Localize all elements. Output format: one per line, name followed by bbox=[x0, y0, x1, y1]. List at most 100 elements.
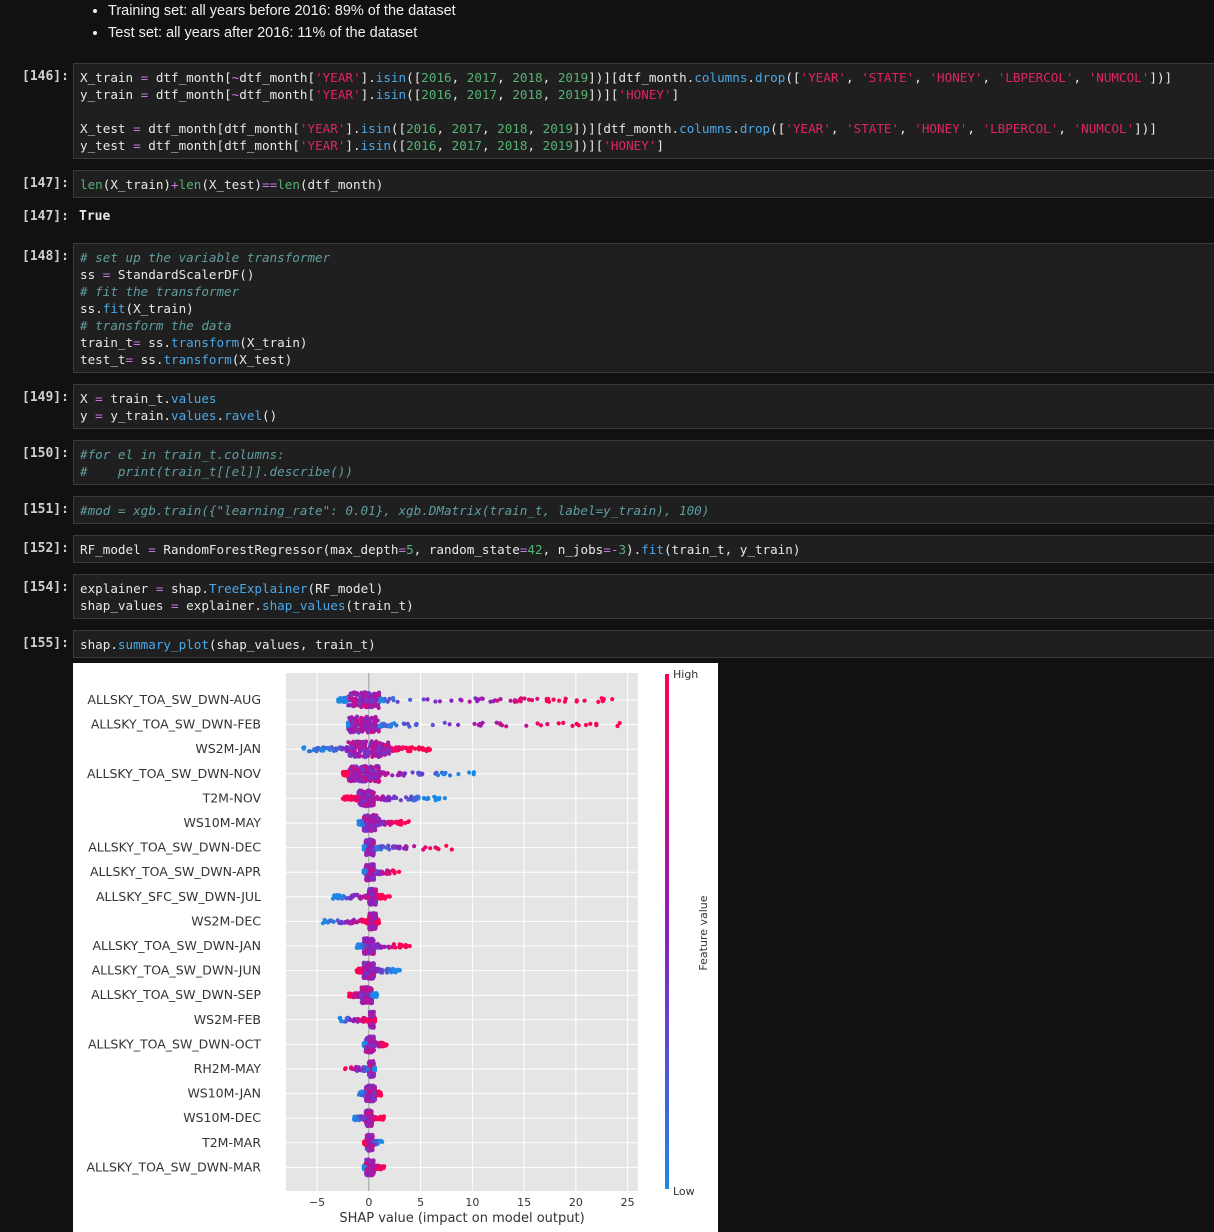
shap-point bbox=[373, 744, 378, 749]
shap-point bbox=[393, 970, 398, 975]
code-token: values bbox=[171, 391, 217, 406]
shap-point bbox=[370, 699, 375, 704]
cell-prompt: [149]: bbox=[22, 390, 69, 405]
shap-point bbox=[421, 796, 426, 801]
code-token: 2018 bbox=[512, 70, 543, 85]
shap-point bbox=[426, 746, 431, 751]
shap-point bbox=[384, 845, 389, 850]
shap-point bbox=[357, 770, 362, 775]
code-token: ]. bbox=[345, 138, 361, 153]
shap-point bbox=[365, 749, 370, 754]
feature-label: WS10M-JAN bbox=[187, 1086, 261, 1101]
code-text[interactable]: X_train = dtf_month[~dtf_month['YEAR'].i… bbox=[74, 64, 1214, 154]
output-prompt: [147]: bbox=[22, 209, 69, 224]
code-text[interactable]: len(X_train)+len(X_test)==len(dtf_month) bbox=[74, 171, 1214, 193]
feature-label: ALLSKY_TOA_SW_DWN-NOV bbox=[87, 766, 261, 781]
shap-point bbox=[416, 745, 422, 750]
code-input[interactable]: RF_model = RandomForestRegressor(max_dep… bbox=[73, 535, 1214, 563]
shap-point bbox=[373, 944, 378, 949]
shap-point bbox=[364, 1096, 369, 1101]
code-input[interactable]: #for el in train_t.columns: # print(trai… bbox=[73, 440, 1214, 485]
shap-point bbox=[376, 747, 381, 753]
shap-point bbox=[350, 893, 356, 898]
shap-point bbox=[395, 844, 401, 850]
shap-point bbox=[344, 745, 349, 750]
shap-point bbox=[362, 743, 367, 748]
feature-label: WS2M-JAN bbox=[195, 741, 261, 756]
code-token: 2018 bbox=[512, 87, 543, 102]
cell-prompt: [151]: bbox=[22, 502, 69, 517]
code-token: shap_values bbox=[80, 598, 171, 613]
code-token: = bbox=[148, 542, 156, 557]
code-text[interactable]: X = train_t.values y = y_train.values.ra… bbox=[74, 385, 1214, 424]
shap-point bbox=[308, 749, 313, 754]
shap-point bbox=[367, 987, 372, 992]
code-text[interactable]: RF_model = RandomForestRegressor(max_dep… bbox=[74, 536, 1214, 558]
shap-point bbox=[372, 1067, 377, 1073]
shap-point bbox=[610, 697, 615, 702]
shap-point bbox=[397, 967, 402, 973]
shap-point bbox=[363, 1041, 368, 1046]
code-text[interactable]: shap.summary_plot(shap_values, train_t) bbox=[74, 631, 1214, 653]
shap-point bbox=[467, 770, 472, 775]
code-token: 'STATE' bbox=[861, 70, 915, 85]
shap-point bbox=[353, 703, 358, 708]
shap-point bbox=[361, 985, 366, 990]
shap-point bbox=[370, 976, 375, 981]
shap-point bbox=[364, 943, 369, 948]
code-token: drop bbox=[755, 70, 786, 85]
shap-point bbox=[379, 969, 384, 974]
code-token: (X_test) bbox=[231, 352, 293, 367]
code-token: ss bbox=[80, 267, 103, 282]
shap-point bbox=[538, 723, 544, 728]
shap-point bbox=[381, 944, 386, 949]
code-input[interactable]: X = train_t.values y = y_train.values.ra… bbox=[73, 384, 1214, 429]
code-text[interactable]: #for el in train_t.columns: # print(trai… bbox=[74, 441, 1214, 480]
shap-point bbox=[371, 915, 376, 920]
code-input[interactable]: #mod = xgb.train({"learning_rate": 0.01}… bbox=[73, 496, 1214, 524]
shap-point bbox=[353, 797, 358, 802]
shap-point bbox=[390, 945, 395, 950]
shap-point bbox=[551, 697, 556, 702]
code-token: , bbox=[967, 121, 983, 136]
code-input[interactable]: explainer = shap.TreeExplainer(RF_model)… bbox=[73, 574, 1214, 619]
shap-point bbox=[467, 699, 472, 704]
code-token: 2019 bbox=[557, 70, 589, 85]
shap-point bbox=[377, 894, 383, 899]
shap-point bbox=[556, 721, 561, 726]
code-input[interactable]: # set up the variable transformer ss = S… bbox=[73, 243, 1214, 373]
code-token: shap. bbox=[80, 637, 118, 652]
shap-point bbox=[364, 948, 369, 953]
code-input[interactable]: len(X_train)+len(X_test)==len(dtf_month) bbox=[73, 170, 1214, 198]
code-token: ([ bbox=[390, 138, 407, 153]
shap-point bbox=[369, 1089, 374, 1094]
code-token: dtf_month[ bbox=[239, 87, 316, 102]
shap-point bbox=[375, 846, 380, 851]
code-token: , bbox=[1073, 70, 1089, 85]
code-text[interactable]: # set up the variable transformer ss = S… bbox=[74, 244, 1214, 368]
shap-point bbox=[370, 862, 375, 867]
code-input[interactable]: shap.summary_plot(shap_values, train_t) bbox=[73, 630, 1214, 658]
shap-point bbox=[378, 844, 383, 849]
shap-point bbox=[360, 822, 365, 827]
bullet-test-set: Test set: all years after 2016: 11% of t… bbox=[108, 22, 456, 44]
code-token: ])][ bbox=[572, 138, 604, 153]
shap-point bbox=[373, 753, 378, 758]
shap-point bbox=[557, 698, 562, 703]
code-text[interactable]: #mod = xgb.train({"learning_rate": 0.01}… bbox=[74, 497, 1214, 519]
code-token: ] bbox=[656, 138, 664, 153]
shap-point bbox=[366, 817, 371, 822]
code-token: dtf_month[dtf_month[ bbox=[140, 138, 300, 153]
code-input[interactable]: X_train = dtf_month[~dtf_month['YEAR'].i… bbox=[73, 63, 1214, 159]
shap-point bbox=[368, 939, 373, 944]
shap-point bbox=[385, 894, 390, 899]
shap-point bbox=[407, 724, 412, 729]
code-token: 2019 bbox=[542, 138, 573, 153]
code-token: 2017 bbox=[466, 87, 498, 102]
shap-point bbox=[403, 745, 408, 751]
code-text[interactable]: explainer = shap.TreeExplainer(RF_model)… bbox=[74, 575, 1214, 614]
code-token: , bbox=[899, 121, 915, 136]
shap-point bbox=[337, 920, 342, 926]
shap-point bbox=[397, 770, 402, 775]
code-token: 2017 bbox=[451, 138, 482, 153]
